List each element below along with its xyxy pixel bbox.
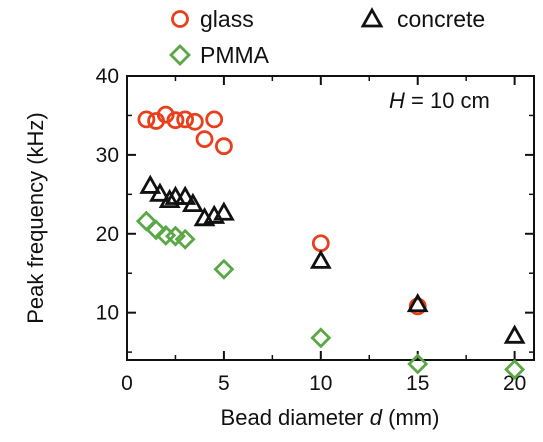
pmma-point bbox=[407, 353, 429, 375]
glass-point bbox=[166, 111, 185, 130]
axis-ticks bbox=[126, 75, 534, 360]
pmma-point bbox=[213, 258, 235, 280]
y-tick-label: 30 bbox=[96, 144, 119, 167]
height-annotation-var: H bbox=[389, 88, 405, 113]
legend-concrete-marker bbox=[360, 7, 384, 28]
height-annotation-text: = 10 cm bbox=[405, 88, 490, 113]
glass-point bbox=[195, 130, 214, 149]
x-axis-title-unit: (mm) bbox=[388, 405, 439, 430]
concrete-point bbox=[158, 188, 181, 209]
legend-glass-marker bbox=[171, 10, 189, 28]
data-points bbox=[135, 105, 526, 380]
legend: glass concrete PMMA bbox=[169, 6, 485, 68]
concrete-point bbox=[181, 192, 204, 212]
legend-glass-label: glass bbox=[200, 6, 254, 32]
x-axis-title-var: d bbox=[370, 405, 383, 430]
height-annotation: H = 10 cm bbox=[389, 88, 490, 113]
concrete-point bbox=[309, 249, 332, 269]
x-tick-label: 15 bbox=[406, 372, 429, 395]
y-tick-label: 40 bbox=[96, 65, 119, 88]
glass-point bbox=[176, 110, 195, 129]
concrete-point bbox=[149, 182, 171, 202]
legend-pmma-marker bbox=[169, 44, 191, 66]
glass-point bbox=[215, 137, 233, 156]
plot-frame bbox=[126, 75, 535, 361]
x-tick-label: 10 bbox=[309, 372, 332, 395]
y-tick-label: 20 bbox=[96, 223, 119, 246]
glass-point bbox=[137, 110, 156, 129]
legend-concrete-label: concrete bbox=[397, 6, 485, 32]
pmma-point bbox=[310, 327, 332, 349]
concrete-point bbox=[406, 292, 429, 313]
y-axis-title: Peak frequency (kHz) bbox=[23, 112, 48, 324]
x-axis-title-main: Bead diameter bbox=[221, 405, 364, 430]
x-axis-title: Bead diameter d (mm) bbox=[221, 405, 440, 430]
pmma-point bbox=[145, 219, 167, 241]
pmma-point bbox=[174, 228, 196, 250]
glass-point bbox=[205, 110, 224, 129]
concrete-point bbox=[139, 174, 162, 194]
tick-labels: 0 5 10 15 20 10 20 30 40 bbox=[96, 65, 527, 395]
glass-point bbox=[311, 234, 330, 253]
legend-pmma-label: PMMA bbox=[200, 42, 270, 68]
x-tick-label: 20 bbox=[503, 372, 526, 395]
glass-point bbox=[185, 112, 204, 131]
pmma-point bbox=[135, 210, 157, 232]
y-tick-label: 10 bbox=[96, 302, 119, 325]
x-tick-label: 0 bbox=[121, 372, 133, 395]
x-tick-label: 5 bbox=[218, 372, 230, 395]
concrete-point bbox=[213, 201, 235, 221]
pmma-point bbox=[504, 358, 526, 380]
concrete-point bbox=[503, 324, 526, 344]
glass-point bbox=[156, 105, 175, 124]
concrete-point bbox=[174, 185, 197, 205]
